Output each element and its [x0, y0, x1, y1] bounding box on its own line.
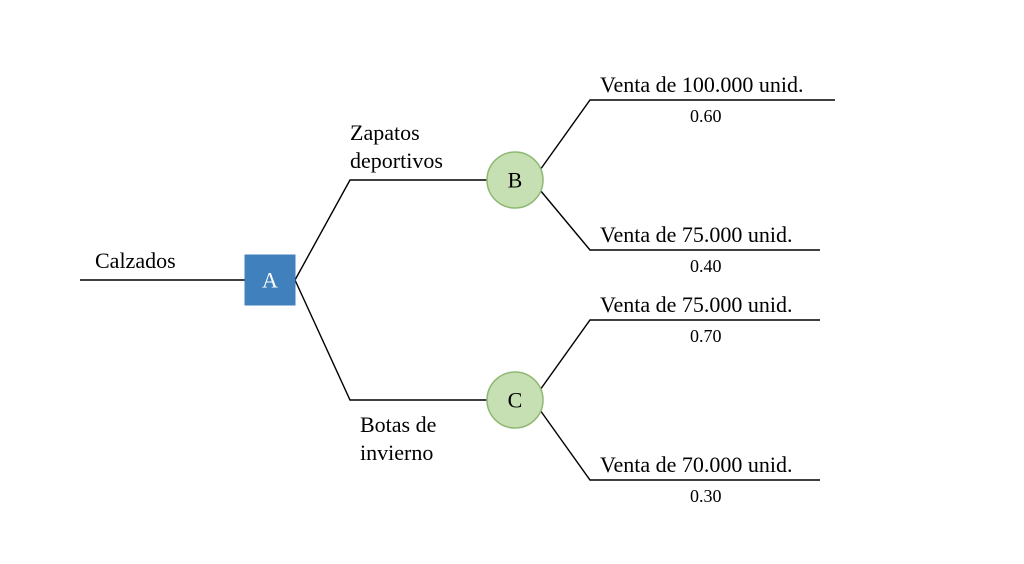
outcome-prob-bottom-1: 0.30: [690, 486, 722, 506]
outcome-prob-bottom-0: 0.70: [690, 326, 722, 346]
root-label: Calzados: [95, 248, 176, 273]
outcome-label-bottom-0: Venta de 75.000 unid.: [600, 292, 792, 317]
branch-label-top-2: deportivos: [350, 148, 443, 173]
outcome-label-bottom-1: Venta de 70.000 unid.: [600, 452, 792, 477]
outcome-line-top-0: [540, 100, 835, 170]
chance-node-letter-top: B: [508, 168, 523, 193]
outcome-label-top-1: Venta de 75.000 unid.: [600, 222, 792, 247]
chance-node-letter-bottom: C: [508, 388, 523, 413]
branch-line-top: [295, 180, 490, 280]
branch-label-top-1: Zapatos: [350, 120, 420, 145]
outcome-prob-top-0: 0.60: [690, 106, 722, 126]
outcome-line-bottom-0: [540, 320, 820, 390]
outcome-label-top-0: Venta de 100.000 unid.: [600, 72, 803, 97]
branch-line-bottom: [295, 280, 490, 400]
decision-node-letter: A: [262, 268, 278, 293]
branch-label-bottom-1: Botas de: [360, 412, 436, 437]
decision-tree-diagram: Calzados Zapatos deportivos Venta de 100.00…: [0, 0, 1024, 564]
outcome-prob-top-1: 0.40: [690, 256, 722, 276]
branch-label-bottom-2: invierno: [360, 440, 433, 465]
